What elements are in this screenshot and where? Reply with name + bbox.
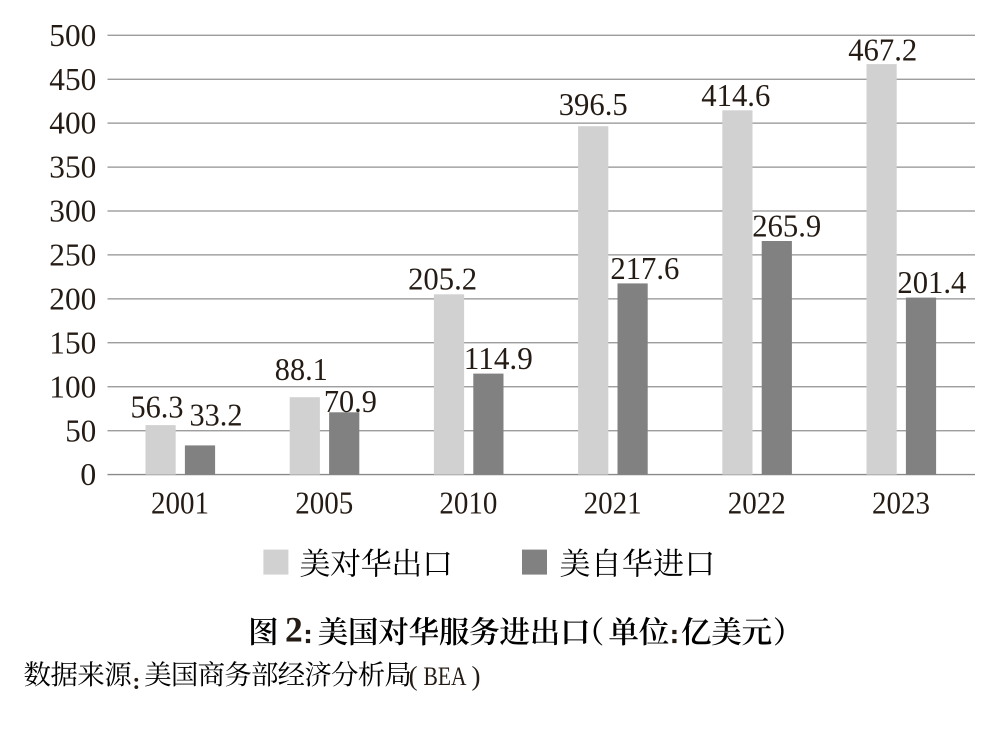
svg-text:2022: 2022 bbox=[728, 485, 786, 521]
svg-text:BEA: BEA bbox=[424, 662, 467, 691]
svg-text:33.2: 33.2 bbox=[190, 396, 243, 432]
svg-text:114.9: 114.9 bbox=[464, 340, 533, 376]
svg-text:217.6: 217.6 bbox=[610, 250, 679, 286]
svg-text:396.5: 396.5 bbox=[559, 86, 628, 122]
svg-text:2005: 2005 bbox=[295, 485, 353, 521]
svg-text:150: 150 bbox=[49, 324, 96, 360]
svg-text:88.1: 88.1 bbox=[275, 351, 328, 387]
svg-text:): ) bbox=[472, 661, 481, 691]
svg-text:350: 350 bbox=[49, 149, 96, 185]
svg-text:200: 200 bbox=[49, 281, 96, 317]
svg-text:205.2: 205.2 bbox=[408, 261, 477, 297]
svg-text:201.4: 201.4 bbox=[897, 264, 966, 300]
svg-text:250: 250 bbox=[49, 237, 96, 273]
svg-text:100: 100 bbox=[49, 368, 96, 404]
svg-text:0: 0 bbox=[80, 456, 96, 492]
svg-text:50: 50 bbox=[65, 412, 96, 448]
svg-text:56.3: 56.3 bbox=[131, 388, 184, 424]
svg-text:2010: 2010 bbox=[439, 485, 497, 521]
svg-text:2: 2 bbox=[285, 609, 303, 649]
svg-text:300: 300 bbox=[49, 193, 96, 229]
svg-text:2001: 2001 bbox=[151, 485, 209, 521]
svg-text:265.9: 265.9 bbox=[752, 208, 821, 244]
svg-text:70.9: 70.9 bbox=[324, 383, 377, 419]
svg-text:450: 450 bbox=[49, 61, 96, 97]
svg-text:2023: 2023 bbox=[872, 485, 930, 521]
svg-text:(: ( bbox=[409, 661, 418, 691]
svg-text:2021: 2021 bbox=[584, 485, 642, 521]
svg-text:467.2: 467.2 bbox=[848, 32, 917, 68]
svg-text:400: 400 bbox=[49, 105, 96, 141]
svg-text:500: 500 bbox=[49, 17, 96, 53]
svg-text:414.6: 414.6 bbox=[701, 77, 770, 113]
